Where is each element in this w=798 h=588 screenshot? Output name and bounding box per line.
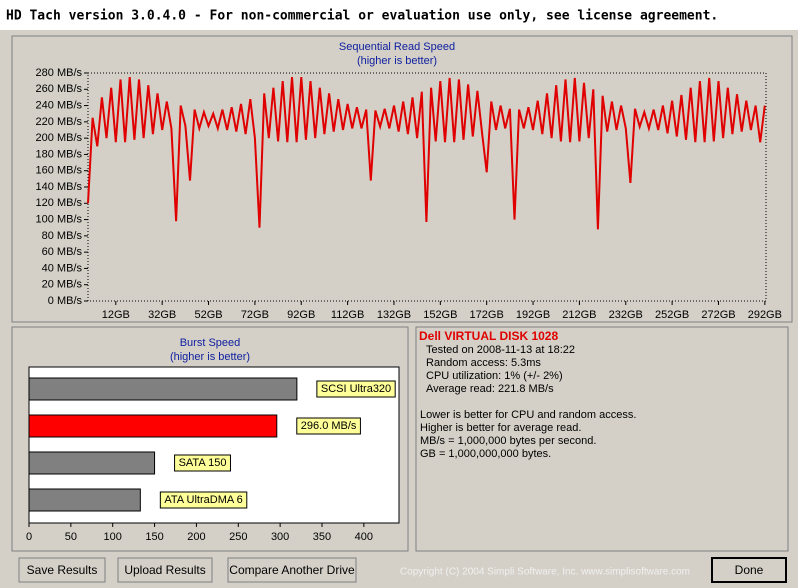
- button[interactable]: [117, 557, 213, 583]
- y-tick-label: 40 MB/s: [42, 262, 83, 274]
- button[interactable]: [18, 557, 106, 583]
- x-tick-label: 112GB: [331, 309, 364, 321]
- x-tick-label: 0: [26, 531, 32, 543]
- button-label[interactable]: Compare Another Drive: [229, 563, 355, 577]
- info-note: GB = 1,000,000,000 bytes.: [420, 448, 551, 460]
- x-tick-label: 232GB: [609, 309, 643, 321]
- x-tick-label: 150: [145, 531, 163, 543]
- bar-label: SATA 150: [179, 457, 227, 469]
- x-tick-label: 52GB: [194, 309, 222, 321]
- x-tick-label: 72GB: [241, 309, 269, 321]
- x-tick-label: 100: [104, 531, 122, 543]
- button-label[interactable]: Upload Results: [124, 563, 205, 577]
- info-note: Higher is better for average read.: [420, 422, 581, 434]
- x-tick-label: 50: [65, 531, 77, 543]
- bar-label: ATA UltraDMA 6: [164, 494, 242, 506]
- y-tick-label: 220 MB/s: [36, 116, 83, 128]
- y-tick-label: 160 MB/s: [36, 165, 83, 177]
- info-line: Average read: 221.8 MB/s: [426, 383, 554, 395]
- bar: [28, 451, 156, 475]
- x-tick-label: 32GB: [148, 309, 176, 321]
- y-tick-label: 260 MB/s: [36, 83, 83, 95]
- button[interactable]: [711, 557, 787, 583]
- bar-label: SCSI Ultra320: [321, 383, 391, 395]
- info-line: CPU utilization: 1% (+/- 2%): [426, 370, 563, 382]
- chart-subtitle: (higher is better): [357, 55, 437, 67]
- y-tick-label: 120 MB/s: [36, 197, 83, 209]
- info-panel: [415, 326, 789, 552]
- chart-title: Burst Speed: [180, 337, 241, 349]
- y-tick-label: 80 MB/s: [42, 230, 83, 242]
- x-tick-label: 92GB: [287, 309, 315, 321]
- info-note: Lower is better for CPU and random acces…: [420, 409, 636, 421]
- read-speed-line: [87, 77, 766, 230]
- bar-label: 296.0 MB/s: [301, 420, 357, 432]
- drive-name: Dell VIRTUAL DISK 1028: [419, 329, 558, 343]
- read-panel: [11, 35, 793, 323]
- x-tick-label: 252GB: [655, 309, 689, 321]
- copyright: Copyright (C) 2004 Simpli Software, Inc.…: [400, 567, 690, 578]
- x-tick-label: 200: [187, 531, 205, 543]
- info-note: MB/s = 1,000,000 bytes per second.: [420, 435, 596, 447]
- button[interactable]: [227, 557, 357, 583]
- bar: [28, 377, 298, 401]
- y-tick-label: 20 MB/s: [42, 279, 83, 291]
- button-label[interactable]: Done: [735, 563, 764, 577]
- x-tick-label: 292GB: [748, 309, 782, 321]
- button-bar: Save Results Upload Results Compare Anothe…: [18, 557, 787, 583]
- info-line: Random access: 5.3ms: [426, 357, 541, 369]
- x-tick-label: 12GB: [102, 309, 130, 321]
- y-tick-label: 280 MB/s: [36, 67, 83, 79]
- x-tick-label: 212GB: [562, 309, 596, 321]
- bar: [28, 414, 278, 438]
- x-tick-label: 250: [229, 531, 247, 543]
- y-tick-label: 200 MB/s: [36, 132, 83, 144]
- x-tick-label: 132GB: [377, 309, 411, 321]
- x-tick-label: 400: [355, 531, 373, 543]
- y-tick-label: 0 MB/s: [48, 295, 83, 307]
- bar-label-box: [316, 380, 396, 398]
- bar-label-box: [159, 491, 248, 509]
- x-tick-label: 152GB: [423, 309, 457, 321]
- x-tick-label: 272GB: [701, 309, 735, 321]
- y-tick-label: 100 MB/s: [36, 213, 83, 225]
- bar: [28, 488, 141, 512]
- chart-title: Sequential Read Speed: [339, 41, 455, 53]
- x-tick-label: 350: [313, 531, 331, 543]
- bar-label-box: [174, 454, 231, 472]
- y-tick-label: 240 MB/s: [36, 99, 83, 111]
- window-title: HD Tach version 3.0.4.0 - For non-commer…: [6, 9, 718, 24]
- y-tick-label: 60 MB/s: [42, 246, 83, 258]
- chart-subtitle: (higher is better): [170, 351, 250, 363]
- x-tick-label: 192GB: [516, 309, 550, 321]
- y-tick-label: 180 MB/s: [36, 148, 83, 160]
- info-line: Tested on 2008-11-13 at 18:22: [426, 344, 575, 356]
- title-bar: [0, 0, 798, 30]
- y-tick-label: 140 MB/s: [36, 181, 83, 193]
- bar-label-box: [296, 417, 361, 435]
- x-tick-label: 300: [271, 531, 289, 543]
- x-tick-label: 172GB: [470, 309, 504, 321]
- button-label[interactable]: Save Results: [27, 563, 98, 577]
